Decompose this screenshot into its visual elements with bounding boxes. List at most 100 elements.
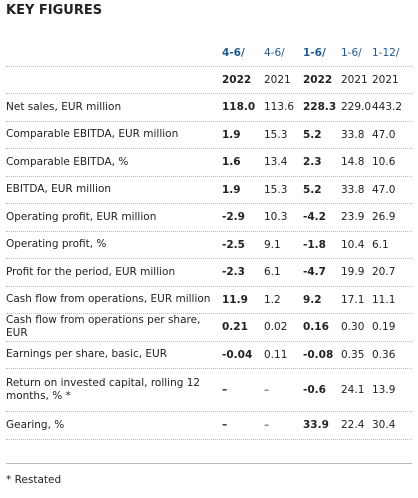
period-header: 4-6/ <box>222 47 245 59</box>
year-header: 2021 <box>341 74 368 86</box>
cell-value: 118.0 <box>222 101 256 114</box>
data-row: Comparable EBITDA, % 1.6 13.4 2.3 14.8 10.6 <box>6 149 412 177</box>
cell-value: 1.2 <box>264 293 281 306</box>
data-row: Gearing, % – – 33.9 22.4 30.4 <box>6 412 412 440</box>
year-header: 2021 <box>264 74 291 86</box>
row-label: Gearing, % <box>6 418 65 431</box>
cell-value: 1.9 <box>222 183 241 196</box>
year-header: 2021 <box>372 74 399 86</box>
cell-value: 13.9 <box>372 384 396 396</box>
cell-value: 22.4 <box>341 419 365 432</box>
cell-value: 113.6 <box>264 101 295 114</box>
cell-value: -2.9 <box>222 211 245 224</box>
period-header: 4-6/ <box>264 47 285 59</box>
cell-value: 33.8 <box>341 183 365 196</box>
cell-value: 0.21 <box>222 321 248 334</box>
cell-value: 10.3 <box>264 211 288 224</box>
cell-value: 15.3 <box>264 183 288 196</box>
cell-value: 229.0 <box>341 101 372 114</box>
data-row: Profit for the period, EUR million -2.3 6.… <box>6 259 412 287</box>
cell-value: 11.9 <box>222 293 248 306</box>
cell-value: 228.3 <box>303 101 337 114</box>
footnote: * Restated <box>6 474 62 486</box>
cell-value: 0.30 <box>341 321 365 334</box>
cell-value: 1.6 <box>222 156 241 169</box>
cell-value: 10.4 <box>341 238 365 251</box>
cell-value: 0.36 <box>372 348 396 361</box>
cell-value: -0.08 <box>303 348 334 361</box>
data-row: EBITDA, EUR million 1.9 15.3 5.2 33.8 47.0 <box>6 177 412 204</box>
separator <box>6 463 412 464</box>
year-header-row: 2022 2021 2022 2021 2021 <box>6 67 412 94</box>
cell-value: 13.4 <box>264 156 288 169</box>
cell-value: – <box>222 384 228 396</box>
data-row: Return on invested capital, rolling 12 m… <box>6 369 412 412</box>
cell-value: -0.04 <box>222 348 253 361</box>
data-row: Comparable EBITDA, EUR million 1.9 15.3 5.2… <box>6 122 412 149</box>
row-label: EBITDA, EUR million <box>6 183 112 196</box>
row-label: Return on invested capital, rolling 12 m… <box>6 377 201 402</box>
cell-value: 33.8 <box>341 128 365 141</box>
cell-value: 14.8 <box>341 156 365 169</box>
cell-value: 0.35 <box>341 348 365 361</box>
data-row: Operating profit, EUR million -2.9 10.3 -4.… <box>6 204 412 232</box>
cell-value: -2.3 <box>222 266 245 279</box>
cell-value: -4.7 <box>303 266 326 279</box>
cell-value: 0.16 <box>303 321 329 334</box>
cell-value: 47.0 <box>372 128 396 141</box>
cell-value: 6.1 <box>264 266 281 279</box>
data-row: Cash flow from operations, EUR million 11… <box>6 287 412 314</box>
period-header: 1-6/ <box>341 47 362 59</box>
cell-value: -2.5 <box>222 238 245 251</box>
row-label: Earnings per share, basic, EUR <box>6 348 168 361</box>
data-row: Operating profit, % -2.5 9.1 -1.8 10.4 6.1 <box>6 232 412 259</box>
cell-value: 5.2 <box>303 128 322 141</box>
cell-value: -0.6 <box>303 384 326 396</box>
row-label: Cash flow from operations, EUR million <box>6 293 211 306</box>
cell-value: – <box>264 384 270 396</box>
row-label: Comparable EBITDA, % <box>6 155 129 168</box>
cell-value: 443.2 <box>372 101 403 114</box>
row-label: Operating profit, % <box>6 238 107 251</box>
cell-value: 0.11 <box>264 348 288 361</box>
row-label: Comparable EBITDA, EUR million <box>6 128 179 141</box>
cell-value: 5.2 <box>303 183 322 196</box>
cell-value: 9.1 <box>264 238 281 251</box>
year-header: 2022 <box>303 74 333 86</box>
cell-value: -4.2 <box>303 211 326 224</box>
cell-value: 11.1 <box>372 293 396 306</box>
cell-value: 33.9 <box>303 419 329 432</box>
title: KEY FIGURES <box>6 3 103 18</box>
data-row: Net sales, EUR million 118.0 113.6 228.3 229… <box>6 94 412 122</box>
cell-value: 0.02 <box>264 321 288 334</box>
cell-value: 20.7 <box>372 266 396 279</box>
cell-value: -1.8 <box>303 238 326 251</box>
row-label: Cash flow from operations per share, EUR <box>6 314 201 340</box>
cell-value: 10.6 <box>372 156 396 169</box>
data-row: Cash flow from operations per share, EUR… <box>6 314 412 342</box>
cell-value: 9.2 <box>303 293 322 306</box>
data-row: Earnings per share, basic, EUR -0.04 0.11 -… <box>6 342 412 369</box>
cell-value: 24.1 <box>341 384 365 396</box>
cell-value: – <box>222 419 228 432</box>
cell-value: 1.9 <box>222 128 241 141</box>
period-header: 1-6/ <box>303 47 326 59</box>
period-header-row: 4-6/4-6/1-6/1-6/1-12/ <box>6 40 412 67</box>
year-header: 2022 <box>222 74 252 86</box>
cell-value: 23.9 <box>341 211 365 224</box>
cell-value: 47.0 <box>372 183 396 196</box>
cell-value: 2.3 <box>303 156 322 169</box>
cell-value: 19.9 <box>341 266 365 279</box>
row-label: Net sales, EUR million <box>6 100 122 113</box>
cell-value: 17.1 <box>341 293 365 306</box>
cell-value: 0.19 <box>372 321 396 334</box>
period-header: 1-12/ <box>372 47 400 59</box>
row-label: Operating profit, EUR million <box>6 210 157 223</box>
cell-value: 26.9 <box>372 211 396 224</box>
cell-value: 15.3 <box>264 128 288 141</box>
cell-value: 6.1 <box>372 238 389 251</box>
row-label: Profit for the period, EUR million <box>6 265 176 278</box>
cell-value: – <box>264 419 270 432</box>
cell-value: 30.4 <box>372 419 396 432</box>
